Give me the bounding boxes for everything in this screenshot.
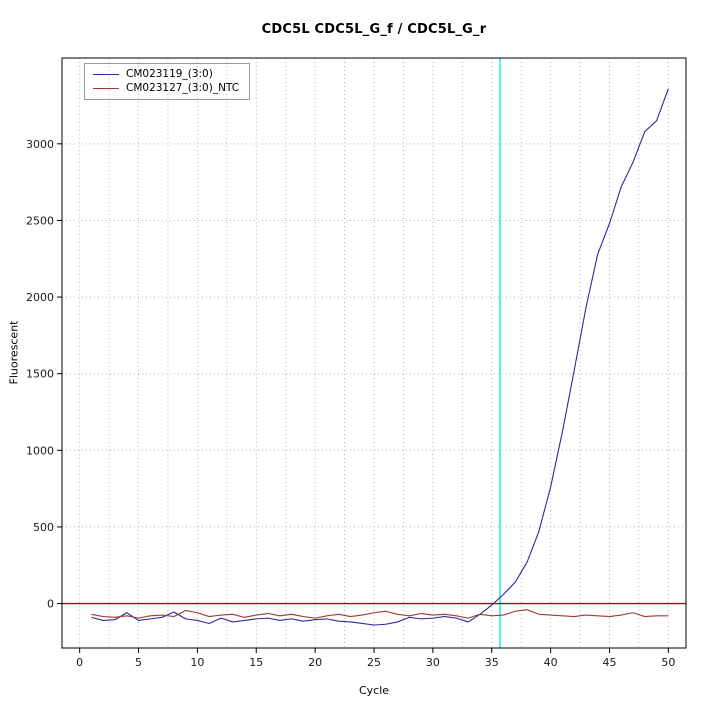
y-tick-label: 2500	[26, 214, 54, 227]
x-tick-label: 40	[544, 656, 558, 669]
y-tick-label: 2000	[26, 291, 54, 304]
legend-label-sample: CM023119_(3:0)	[126, 68, 213, 80]
legend-label-ntc: CM023127_(3:0)_NTC	[126, 82, 240, 94]
x-tick-label: 20	[308, 656, 322, 669]
x-tick-label: 50	[661, 656, 675, 669]
x-tick-label: 15	[249, 656, 263, 669]
y-tick-label: 3000	[26, 138, 54, 151]
legend-line-swatch-ntc	[93, 87, 119, 89]
y-tick-label: 0	[47, 598, 54, 611]
legend-item-sample: CM023119_(3:0)	[93, 67, 239, 81]
x-axis-label: Cycle	[358, 684, 390, 697]
x-tick-label: 45	[602, 656, 616, 669]
chart-title: CDC5L CDC5L_G_f / CDC5L_G_r	[261, 22, 487, 37]
x-tick-label: 10	[190, 656, 204, 669]
x-tick-label: 0	[76, 656, 83, 669]
legend-item-ntc: CM023127_(3:0)_NTC	[93, 81, 239, 95]
series-line-1	[91, 609, 669, 619]
x-tick-label: 5	[135, 656, 142, 669]
y-axis-label: Fluorescent	[7, 320, 21, 385]
legend: CM023119_(3:0) CM023127_(3:0)_NTC	[84, 63, 251, 100]
y-tick-label: 1000	[26, 444, 54, 457]
x-tick-label: 25	[367, 656, 381, 669]
series-line-0	[91, 88, 669, 626]
x-tick-label: 30	[426, 656, 440, 669]
x-tick-label: 35	[485, 656, 499, 669]
y-tick-label: 500	[33, 521, 54, 534]
y-tick-label: 1500	[26, 368, 54, 381]
legend-line-swatch-sample	[93, 73, 119, 75]
